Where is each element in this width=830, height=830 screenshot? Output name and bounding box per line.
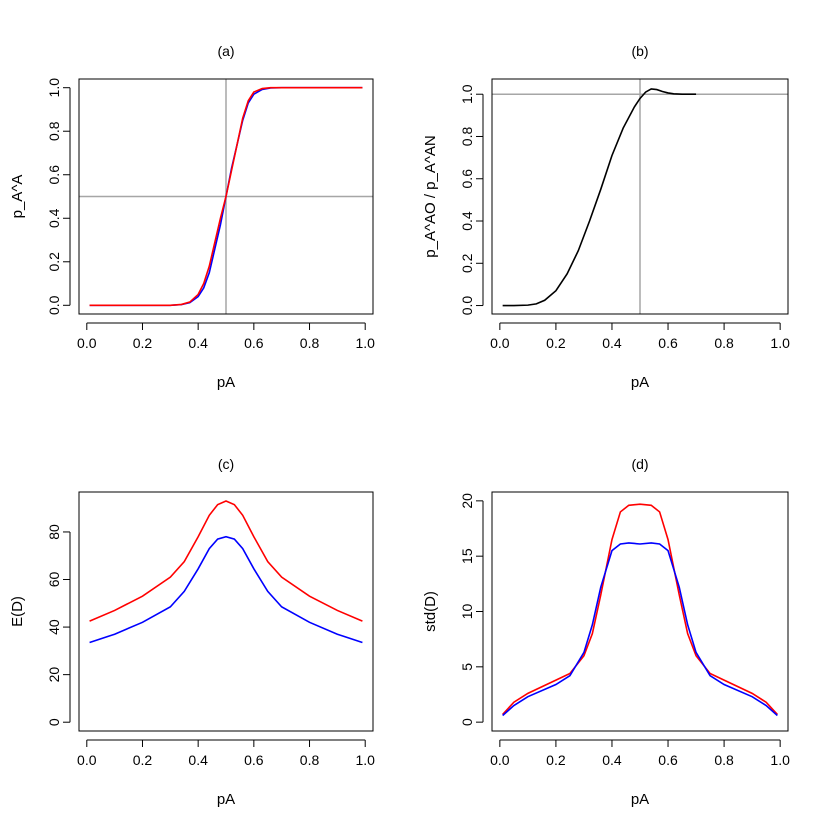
- x-tick-label: 0.0: [490, 335, 510, 351]
- x-axis-label: pA: [631, 791, 649, 808]
- panel-title: (b): [631, 43, 648, 59]
- y-tick-label: 0.2: [459, 253, 475, 273]
- y-tick-label: 10: [459, 604, 475, 620]
- panel-title: (d): [631, 456, 648, 472]
- series-line-2: [89, 86, 363, 307]
- y-axis-label: p_A^A: [9, 175, 26, 219]
- y-tick-label: 0.6: [46, 165, 62, 185]
- x-axis-label: pA: [217, 374, 235, 391]
- x-tick-label: 0.2: [133, 335, 153, 351]
- y-tick-label: 20: [459, 493, 475, 509]
- series-line-2: [502, 542, 778, 717]
- x-tick-label: 1.0: [355, 752, 375, 768]
- x-tick-label: 0.6: [658, 335, 678, 351]
- y-tick-label: 40: [46, 619, 62, 635]
- y-tick-label: 0.6: [459, 169, 475, 189]
- x-tick-label: 0.0: [77, 335, 97, 351]
- y-axis-label: p_A^AO / p_A^AN: [422, 135, 439, 257]
- y-tick-label: 0.0: [46, 295, 62, 315]
- panel-a: (a) 0.0 0.2 0.4 0.6 0.8 1.0 pA 0.0 0.2 0.4 0.6 0.8 1.…: [9, 43, 375, 391]
- x-tick-label: 0.6: [658, 752, 678, 768]
- y-tick-label: 0.2: [46, 252, 62, 272]
- plot-frame: [491, 78, 789, 315]
- y-tick-label: 0.0: [459, 296, 475, 316]
- series-line-1: [502, 503, 778, 715]
- y-tick-label: 15: [459, 548, 475, 564]
- x-tick-label: 0.8: [300, 335, 320, 351]
- x-tick-label: 0.4: [188, 752, 208, 768]
- x-tick-label: 1.0: [770, 335, 790, 351]
- x-tick-label: 1.0: [770, 752, 790, 768]
- series-line-2: [89, 535, 363, 644]
- x-tick-label: 0.6: [244, 752, 264, 768]
- x-tick-label: 0.4: [188, 335, 208, 351]
- x-tick-label: 0.0: [490, 752, 510, 768]
- plot-frame: [491, 491, 789, 732]
- panel-title: (c): [218, 456, 234, 472]
- y-tick-label: 0.8: [459, 127, 475, 147]
- y-axis-label: std(D): [422, 591, 439, 632]
- x-tick-label: 0.2: [546, 335, 566, 351]
- y-tick-label: 80: [46, 524, 62, 540]
- panel-d: (d) 0.0 0.2 0.4 0.6 0.8 1.0 pA 0 5 10 15 20 std(D): [422, 456, 790, 808]
- y-tick-label: 5: [459, 663, 475, 671]
- panel-c: (c) 0.0 0.2 0.4 0.6 0.8 1.0 pA 0 20 40 60 80 E(D): [9, 456, 375, 808]
- y-tick-label: 20: [46, 667, 62, 683]
- y-tick-label: 0.4: [459, 211, 475, 231]
- x-tick-label: 0.0: [77, 752, 97, 768]
- x-tick-label: 0.8: [300, 752, 320, 768]
- x-axis-label: pA: [631, 374, 649, 391]
- y-tick-label: 60: [46, 572, 62, 588]
- plot-frame: [78, 78, 374, 315]
- y-axis-label: E(D): [9, 596, 26, 627]
- x-tick-label: 0.4: [602, 752, 622, 768]
- x-tick-label: 0.2: [546, 752, 566, 768]
- panel-b: (b) 0.0 0.2 0.4 0.6 0.8 1.0 pA 0.0 0.2 0.4 0.6 0.8 1.…: [422, 43, 790, 391]
- y-tick-label: 0: [459, 718, 475, 726]
- y-tick-label: 1.0: [459, 84, 475, 104]
- x-tick-label: 0.8: [714, 752, 734, 768]
- y-tick-label: 0.8: [46, 121, 62, 141]
- x-tick-label: 1.0: [355, 335, 375, 351]
- panel-title: (a): [217, 43, 234, 59]
- x-axis-label: pA: [217, 791, 235, 808]
- plot-frame: [78, 491, 374, 732]
- x-tick-label: 0.2: [133, 752, 153, 768]
- series-line-1: [89, 500, 363, 622]
- y-tick-label: 0.4: [46, 208, 62, 228]
- x-tick-label: 0.4: [602, 335, 622, 351]
- y-tick-label: 1.0: [46, 78, 62, 98]
- x-tick-label: 0.8: [714, 335, 734, 351]
- x-tick-label: 0.6: [244, 335, 264, 351]
- series-line-1: [502, 88, 697, 307]
- y-tick-label: 0: [46, 718, 62, 726]
